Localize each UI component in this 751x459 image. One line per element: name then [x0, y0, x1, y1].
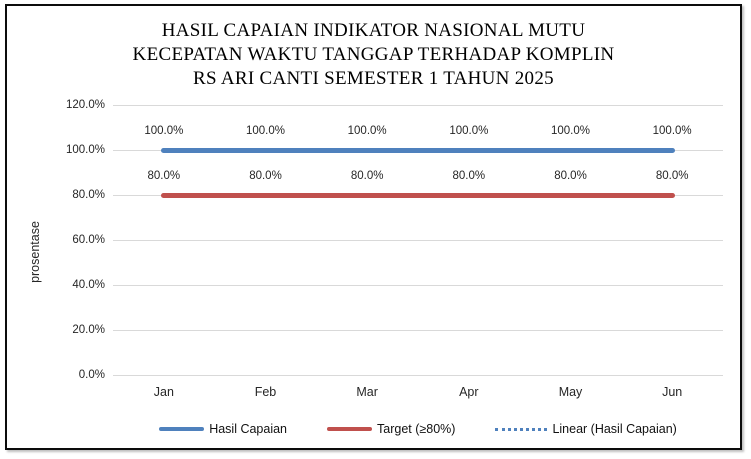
y-tick-label-40: 40.0% [72, 279, 105, 291]
y-tick-label-60: 60.0% [72, 234, 105, 246]
legend-item-label: Hasil Capaian [209, 422, 288, 436]
legend-item-target-80: Target (≥80%) [327, 422, 455, 436]
data-label-hasil-capaian-jun: 100.0% [652, 125, 692, 137]
data-label-target-80-feb: 80.0% [249, 170, 282, 182]
legend-item-label: Linear (Hasil Capaian) [552, 422, 677, 436]
x-tick-label-jun: Jun [662, 385, 683, 399]
data-label-target-80-may: 80.0% [554, 170, 587, 182]
gridline-120 [113, 104, 723, 106]
series-line-hasil-capaian [161, 147, 675, 153]
chart-frame: HASIL CAPAIAN INDIKATOR NASIONAL MUTU KE… [5, 4, 742, 450]
data-label-hasil-capaian-may: 100.0% [550, 125, 590, 137]
series-line-target-80 [161, 192, 675, 198]
y-tick-label-80: 80.0% [72, 189, 105, 201]
chart-title: HASIL CAPAIAN INDIKATOR NASIONAL MUTU KE… [47, 19, 700, 91]
y-tick-label-120: 120.0% [65, 99, 105, 111]
chart-title-line-3: RS ARI CANTI SEMESTER 1 TAHUN 2025 [193, 68, 554, 89]
x-tick-label-apr: Apr [459, 385, 479, 399]
x-tick-label-feb: Feb [254, 385, 277, 399]
data-label-hasil-capaian-feb: 100.0% [245, 125, 285, 137]
legend-line-sample [159, 426, 205, 432]
legend-item-label: Target (≥80%) [377, 422, 456, 436]
legend-dotted-line-sample [495, 427, 548, 431]
data-label-target-80-mar: 80.0% [350, 170, 384, 182]
y-axis-title: prosentase [28, 221, 42, 283]
data-label-hasil-capaian-mar: 100.0% [347, 125, 387, 137]
gridline-20 [113, 329, 723, 331]
y-tick-label-20: 20.0% [72, 324, 105, 336]
x-tick-label-jan: Jan [153, 385, 174, 399]
y-tick-label-100: 100.0% [65, 144, 105, 156]
legend-item-linear-hasil-capaian: Linear (Hasil Capaian) [495, 422, 677, 436]
gridline-60 [113, 239, 723, 241]
gridline-40 [113, 284, 723, 286]
data-label-target-80-apr: 80.0% [452, 170, 486, 182]
chart-title-line-2: KECEPATAN WAKTU TANGGAP TERHADAP KOMPLIN [132, 44, 615, 65]
y-tick-label-0: 0.0% [78, 369, 105, 381]
data-label-target-80-jun: 80.0% [655, 170, 689, 182]
x-tick-label-may: May [558, 385, 583, 399]
data-label-target-80-jan: 80.0% [147, 170, 181, 182]
legend-line-sample [327, 426, 373, 432]
data-label-hasil-capaian-apr: 100.0% [449, 125, 489, 137]
legend-item-hasil-capaian: Hasil Capaian [159, 422, 287, 436]
gridline-0 [113, 374, 723, 376]
chart-legend: Hasil Capaian Target (≥80%) Linear (Hasil … [113, 420, 723, 438]
x-tick-label-mar: Mar [356, 385, 378, 399]
data-label-hasil-capaian-jan: 100.0% [144, 125, 184, 137]
chart-title-line-1: HASIL CAPAIAN INDIKATOR NASIONAL MUTU [161, 20, 586, 41]
